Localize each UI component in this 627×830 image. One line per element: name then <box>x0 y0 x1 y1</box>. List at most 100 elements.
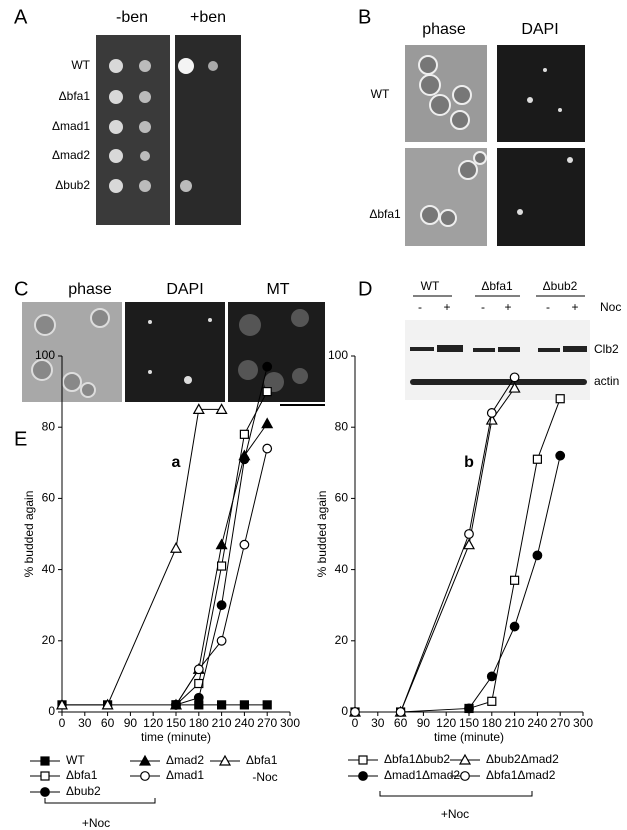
y-axis-label: % budded again <box>22 491 36 578</box>
marker <box>261 417 274 429</box>
legend-label: Δbfa1 <box>66 768 98 782</box>
x-tick-label: 270 <box>550 716 570 730</box>
marker <box>239 700 249 710</box>
bracket <box>379 791 533 797</box>
marker <box>140 771 150 781</box>
strain-label: WT <box>71 58 90 72</box>
lane-label: - <box>546 300 550 314</box>
strain-label: Δbfa1 <box>369 207 401 221</box>
x-tick-label: 30 <box>371 716 385 730</box>
series-line <box>175 448 268 706</box>
legend-label: Δbfa1Δbub2 <box>384 752 450 766</box>
x-tick-label: 180 <box>482 716 502 730</box>
y-tick-label: 40 <box>335 562 349 576</box>
y-tick-label: 0 <box>341 704 348 718</box>
marker <box>462 538 476 550</box>
marker <box>192 403 205 414</box>
marker <box>239 429 249 439</box>
marker <box>171 699 181 710</box>
legend-label: Δmad1 <box>166 768 204 782</box>
marker <box>555 394 565 404</box>
marker <box>486 671 497 682</box>
x-tick-label: 240 <box>527 716 547 730</box>
lane-label: - <box>481 300 485 314</box>
x-tick-label: 300 <box>573 716 593 730</box>
marker <box>40 787 50 797</box>
panel-label: E <box>14 428 27 450</box>
marker <box>262 361 273 372</box>
column-label: DAPI <box>166 281 203 298</box>
group-label: Δbfa1 <box>481 279 513 293</box>
marker <box>395 707 406 717</box>
marker <box>485 413 498 425</box>
legend-label: Δbfa1Δmad2 <box>486 768 556 782</box>
y-tick-label: 40 <box>42 562 56 576</box>
marker <box>169 542 183 553</box>
x-tick-label: 90 <box>124 716 138 730</box>
x-tick-label: 270 <box>257 716 277 730</box>
lane-label: - <box>418 300 422 314</box>
x-tick-label: 240 <box>234 716 254 730</box>
x-tick-label: 60 <box>101 716 115 730</box>
annotation: +Noc <box>82 816 110 830</box>
plate-image <box>96 35 241 225</box>
marker <box>358 771 368 781</box>
blot-image <box>405 320 590 400</box>
x-tick-label: 150 <box>166 716 186 730</box>
y-tick-label: 20 <box>42 633 56 647</box>
bracket <box>44 798 156 804</box>
strain-label: Δmad1 <box>52 119 90 133</box>
micrograph <box>22 302 325 402</box>
legend-label: Δbub2 <box>66 784 101 798</box>
panel-label: D <box>358 278 372 300</box>
marker <box>464 529 474 539</box>
x-tick-label: 150 <box>459 716 479 730</box>
series-line <box>355 387 516 713</box>
band-label: actin <box>594 374 619 388</box>
marker <box>509 621 520 632</box>
series-line <box>355 398 561 713</box>
annotation: -Noc <box>252 770 277 784</box>
y-tick-label: 80 <box>42 419 56 433</box>
x-axis-label: time (minute) <box>434 730 504 744</box>
marker <box>193 692 204 703</box>
marker <box>358 755 368 765</box>
marker <box>138 754 152 766</box>
y-tick-label: 100 <box>328 348 348 362</box>
marker <box>487 696 497 706</box>
marker <box>215 538 228 550</box>
x-tick-label: 180 <box>189 716 209 730</box>
y-tick-label: 0 <box>48 704 55 718</box>
x-tick-label: 300 <box>280 716 300 730</box>
legend-label: Δbfa1 <box>246 753 278 767</box>
x-tick-label: 0 <box>352 716 359 730</box>
marker <box>262 443 273 454</box>
legend-label: Δmad1Δmad2 <box>384 768 460 782</box>
marker <box>216 600 227 611</box>
marker <box>508 381 521 393</box>
y-tick-label: 100 <box>35 348 55 362</box>
annotation: +Noc <box>441 807 469 821</box>
marker <box>532 550 543 561</box>
column-label: phase <box>422 21 466 38</box>
line-chart: a 0 20 40 60 80 100 0 30 60 90 120 150 180 210 240 270 30… <box>22 348 300 830</box>
legend-label: Δmad2 <box>166 753 204 767</box>
treatment-label: Noc <box>600 300 621 314</box>
y-tick-label: 20 <box>335 633 349 647</box>
x-tick-label: 210 <box>505 716 525 730</box>
marker <box>55 698 69 710</box>
x-tick-label: 90 <box>417 716 431 730</box>
x-tick-label: 30 <box>78 716 92 730</box>
panel-label: C <box>14 278 28 300</box>
marker <box>262 700 272 710</box>
series-line <box>62 408 222 706</box>
chart-title: a <box>172 454 181 471</box>
group-label: WT <box>421 279 440 293</box>
x-axis-label: time (minute) <box>141 730 211 744</box>
x-tick-label: 60 <box>394 716 408 730</box>
x-tick-label: 120 <box>143 716 163 730</box>
strain-label: Δbfa1 <box>59 89 91 103</box>
marker <box>40 756 50 766</box>
y-tick-label: 60 <box>335 491 349 505</box>
x-tick-label: 210 <box>212 716 232 730</box>
